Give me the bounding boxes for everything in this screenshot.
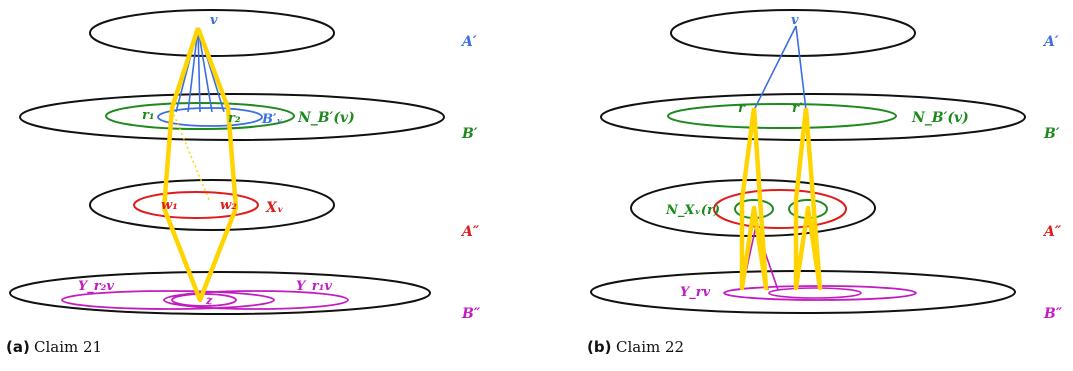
yellow-dotted-a	[171, 109, 211, 203]
ellipse-y-rv-inner	[768, 287, 862, 299]
label-v-a: v	[210, 13, 218, 28]
layer-b-double-prime-a: B″	[461, 306, 481, 322]
caption-text-b: Claim 22	[616, 338, 684, 356]
ellipse-b-double-prime-b	[590, 270, 1016, 314]
ellipse-x-v	[133, 191, 259, 219]
panel-b: v r r′ N_B′(v) N_Xᵥ(r) Y_rv A′ B′ A″ B″ …	[587, 9, 1063, 356]
label-w1: w₁	[161, 198, 178, 213]
yellow-path-a	[161, 27, 239, 303]
panel-a: v r₁ r₂ B′ᵥ N_B′(v) w₁ w₂ Xᵥ Y_r₂v Y_r₁v…	[6, 9, 481, 356]
ellipse-a-prime-b	[670, 9, 916, 57]
ellipse-a-double-prime	[89, 179, 335, 231]
ellipse-y-r1v	[163, 290, 349, 310]
caption-text-a: Claim 21	[34, 338, 102, 356]
label-r1: r₁	[142, 108, 155, 123]
yellow-path-b-rp	[793, 107, 823, 291]
layer-a-prime-a: A′	[460, 34, 477, 50]
ellipse-b-v	[157, 107, 263, 127]
label-neighborhood-b-a: N_B′(v)	[297, 110, 355, 126]
label-r: r	[738, 101, 746, 116]
ellipse-b-double-prime	[9, 271, 431, 315]
caption-tag-a: (a)	[6, 338, 30, 356]
label-x-v: Xᵥ	[265, 200, 284, 216]
label-nx-r: N_Xᵥ(r)	[665, 203, 720, 218]
label-r-prime: r′	[792, 101, 803, 116]
caption-tag-b: (b)	[587, 338, 611, 356]
label-y-r2v: Y_r₂v	[78, 279, 114, 294]
label-r2: r₂	[228, 111, 241, 126]
layer-a-double-prime-b: A″	[1042, 224, 1062, 240]
label-b-v: B′ᵥ	[261, 112, 283, 127]
label-w2: w₂	[220, 198, 237, 213]
label-y-r1v: Y_r₁v	[296, 279, 332, 294]
layer-a-double-prime-a: A″	[460, 224, 480, 240]
label-v-b: v	[791, 13, 799, 28]
layer-b-prime-b: B′	[1043, 126, 1060, 142]
layer-b-prime-a: B′	[461, 126, 478, 142]
label-z: z	[205, 294, 213, 307]
ellipse-y-r2v	[61, 290, 275, 310]
ellipse-neighborhood-b-b	[667, 103, 897, 129]
label-neighborhood-b-b: N_B′(v)	[911, 110, 969, 126]
label-y-rv: Y_rv	[680, 285, 711, 300]
layer-b-double-prime-b: B″	[1043, 306, 1063, 322]
blue-edges-b	[753, 25, 807, 111]
yellow-path-b-r	[739, 107, 769, 291]
layer-a-prime-b: A′	[1042, 34, 1059, 50]
ellipse-b-prime-b	[600, 93, 1026, 141]
ellipse-a-prime	[89, 9, 335, 57]
ellipse-x-v-b	[713, 189, 847, 229]
